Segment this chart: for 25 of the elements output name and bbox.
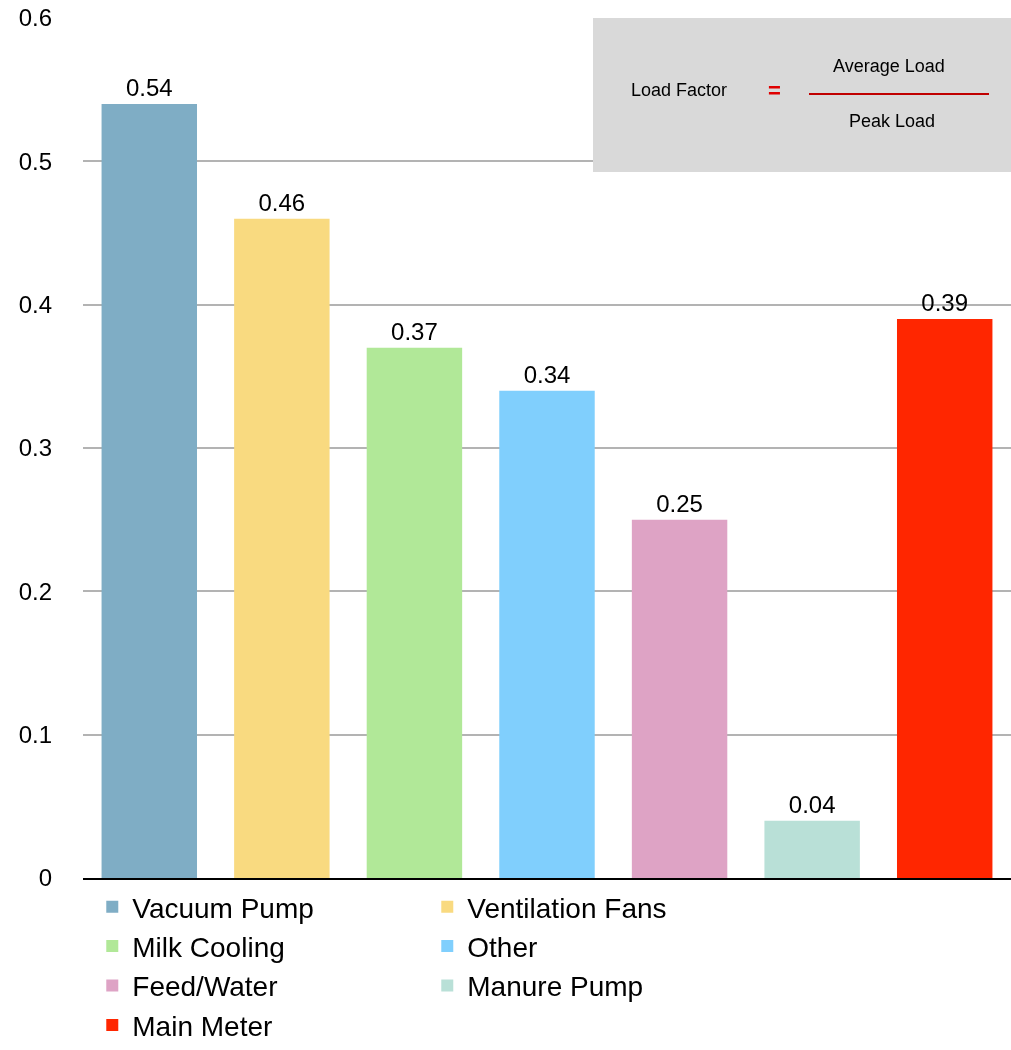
legend-label: Ventilation Fans [467, 892, 667, 924]
y-tick-label: 0.1 [18, 721, 52, 749]
legend-label: Manure Pump [467, 971, 644, 1003]
y-tick-label: 0.4 [18, 291, 52, 319]
y-tick-label: 0.6 [18, 4, 52, 32]
data-label: 0.34 [523, 360, 571, 388]
legend-label: Other [467, 932, 538, 964]
annotation: Peak Load [849, 111, 936, 132]
legend-label: Feed/Water [132, 971, 278, 1003]
data-label: 0.04 [788, 790, 836, 818]
annotation: Average Load [833, 56, 945, 77]
legend-label: Main Meter [132, 1010, 273, 1042]
legend-label: Milk Cooling [132, 932, 285, 964]
y-tick-label: 0.3 [18, 434, 52, 462]
data-label: 0.39 [921, 289, 969, 316]
data-label: 0.46 [258, 188, 306, 216]
data-label: 0.25 [656, 489, 703, 517]
data-label: 0.54 [125, 74, 173, 101]
data-label: 0.37 [391, 317, 438, 345]
annotation: = [768, 78, 781, 104]
y-tick-label: 0.2 [18, 577, 52, 605]
legend-label: Vacuum Pump [132, 892, 314, 924]
annotation: Load Factor [631, 80, 728, 101]
y-tick-label: 0 [38, 864, 52, 892]
y-tick-label: 0.5 [18, 147, 52, 175]
